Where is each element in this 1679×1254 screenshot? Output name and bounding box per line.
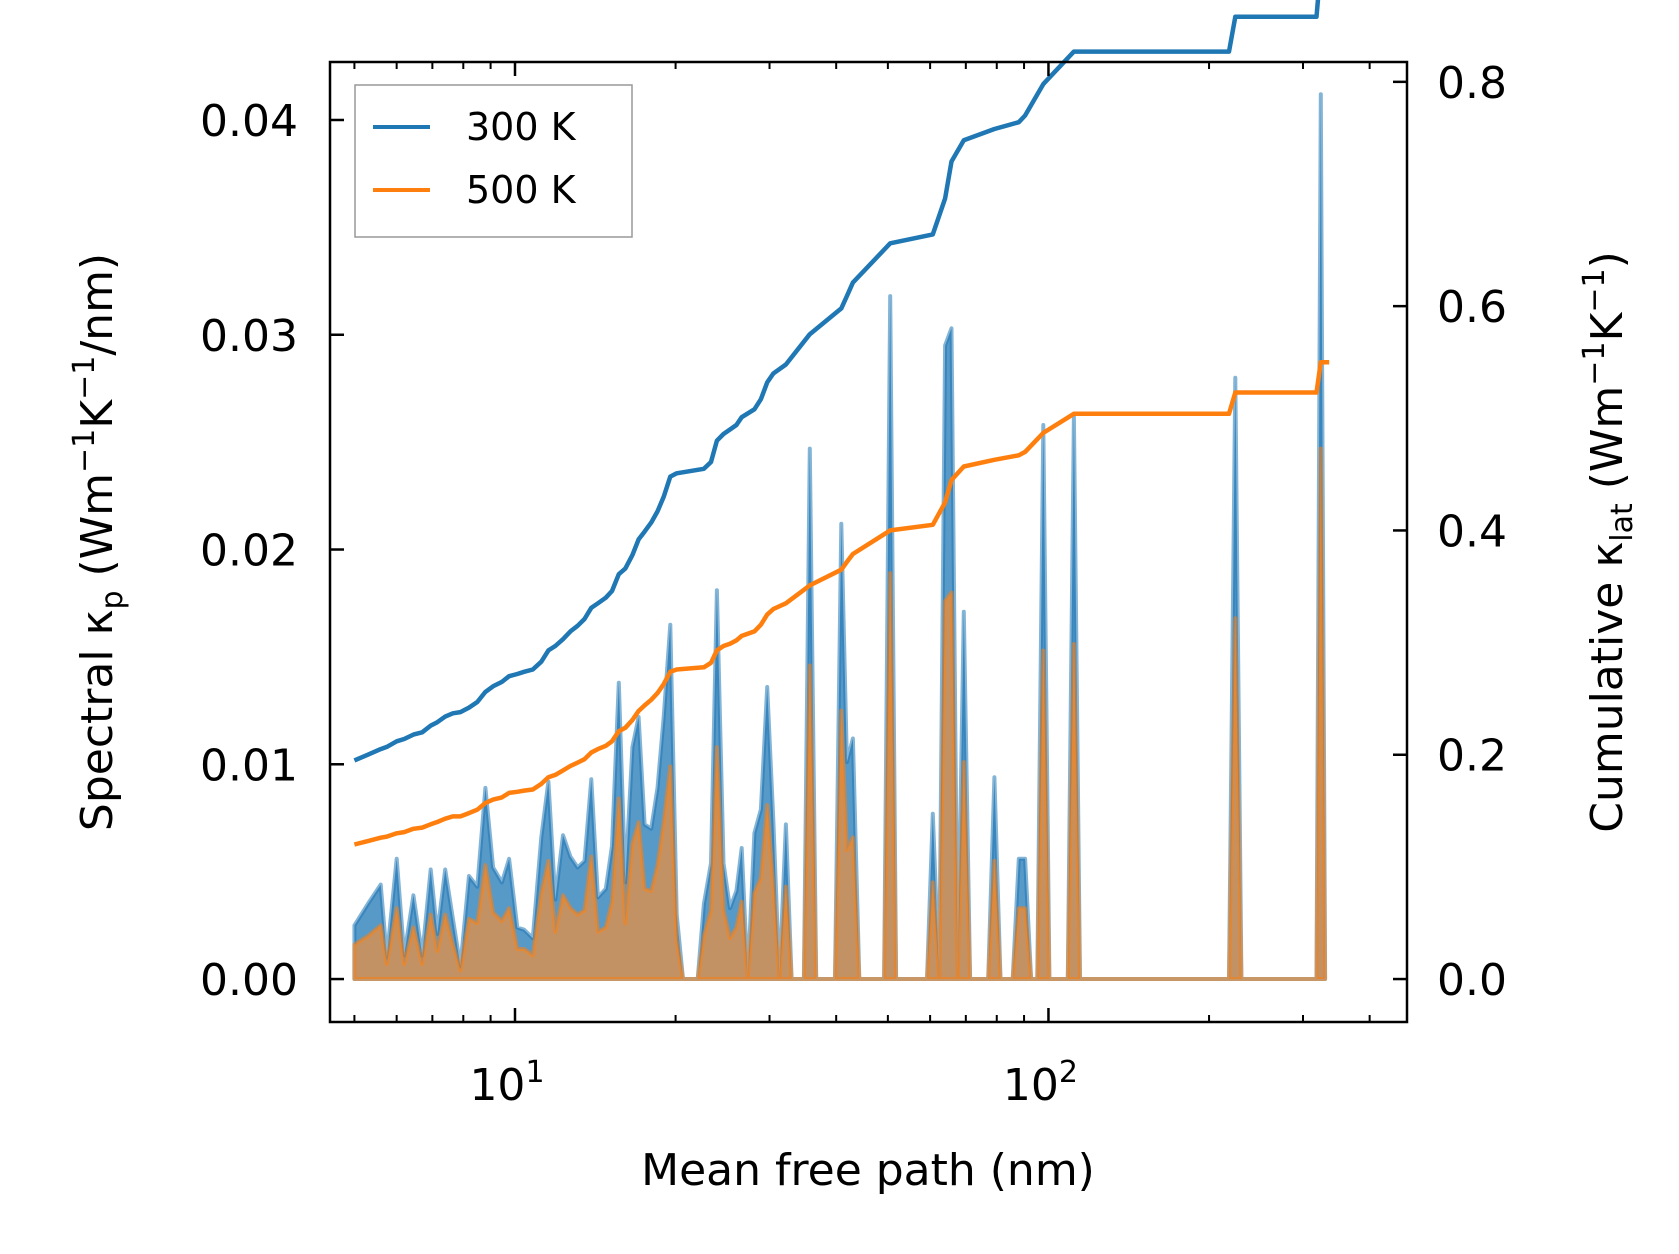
x-tick-label: 101 bbox=[469, 1055, 544, 1111]
y-right-title-unit-open: (Wm bbox=[1582, 386, 1633, 504]
x-axis-title: Mean free path (nm) bbox=[641, 1145, 1095, 1196]
y-right-tick-label: 0.0 bbox=[1437, 955, 1507, 1006]
y-right-title-main: Cumulative κ bbox=[1582, 542, 1633, 833]
legend-box bbox=[354, 84, 633, 238]
axis-ticks: 101 1020.000.010.020.030.040.00.20.40.60.… bbox=[200, 58, 1507, 1111]
y-right-tick-label: 0.6 bbox=[1437, 282, 1507, 333]
y-left-title-mid: K bbox=[72, 399, 123, 429]
y-right-tick-label: 0.2 bbox=[1437, 731, 1507, 782]
y-left-title-sub: p bbox=[95, 590, 130, 609]
y-left-tick-label: 0.00 bbox=[200, 955, 298, 1006]
plot-series bbox=[352, 0, 1330, 981]
y-left-title-main: Spectral κ bbox=[72, 610, 123, 832]
x-tick-label-exponent: 2 bbox=[1059, 1055, 1078, 1090]
x-tick-label-exponent: 1 bbox=[525, 1055, 544, 1090]
legend: 300 K 500 K bbox=[354, 84, 633, 238]
cumulative-300k-line bbox=[353, 0, 1321, 763]
y-left-tick-label: 0.04 bbox=[200, 96, 298, 147]
y-right-title-mid: K bbox=[1582, 311, 1633, 341]
y-right-title-sub: lat bbox=[1605, 503, 1640, 542]
legend-label-500k: 500 K bbox=[466, 168, 577, 212]
y-right-title-sup2: −1 bbox=[1577, 268, 1612, 312]
y-left-title-sup1: −1 bbox=[67, 429, 102, 473]
y-axis-right-title: Cumulative κlat (Wm−1K−1) bbox=[1577, 251, 1640, 833]
y-right-tick-label: 0.8 bbox=[1437, 58, 1507, 109]
y-right-title-unit-close: ) bbox=[1582, 251, 1633, 268]
y-left-tick-label: 0.01 bbox=[200, 740, 298, 791]
y-right-title-sup1: −1 bbox=[1577, 341, 1612, 385]
legend-label-300k: 300 K bbox=[466, 105, 577, 149]
spectral-500k-area bbox=[352, 446, 1328, 981]
y-left-tick-label: 0.02 bbox=[200, 526, 298, 577]
x-tick-label-base: 10 bbox=[1003, 1060, 1059, 1111]
y-right-tick-label: 0.4 bbox=[1437, 506, 1507, 557]
plot-frame bbox=[328, 60, 1409, 1024]
x-tick-label: 102 bbox=[1003, 1055, 1078, 1111]
y-axis-left-title: Spectral κp (Wm−1K−1/nm) bbox=[67, 253, 130, 831]
x-tick-label-base: 10 bbox=[469, 1060, 525, 1111]
y-left-tick-label: 0.03 bbox=[200, 311, 298, 362]
cumulative-500k-line bbox=[353, 359, 1330, 847]
y-left-title-unit-close: /nm) bbox=[72, 253, 123, 356]
y-left-title-unit-open: (Wm bbox=[72, 473, 123, 591]
y-left-title-sup2: −1 bbox=[67, 356, 102, 400]
